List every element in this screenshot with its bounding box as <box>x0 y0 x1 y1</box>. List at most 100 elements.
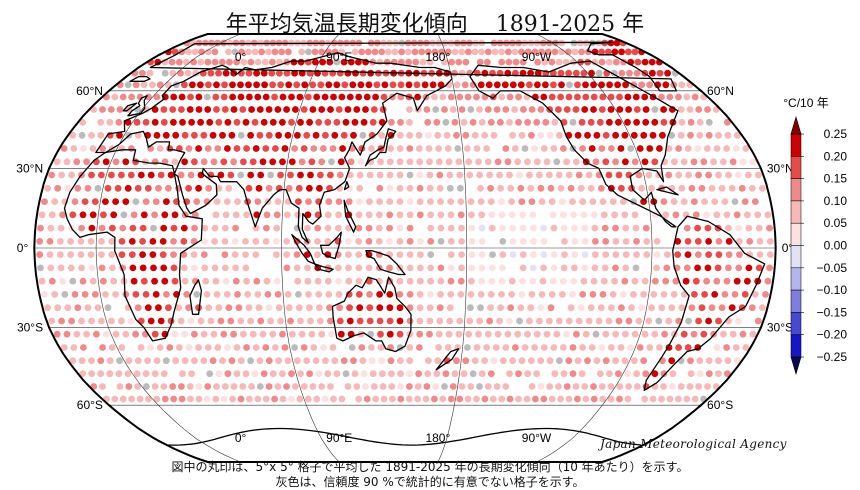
legend-tick-label: 0.20 <box>824 149 848 163</box>
lat-label-left: 30°S <box>17 321 43 335</box>
lat-label-right: 30°S <box>767 321 793 335</box>
trend-dot <box>88 317 95 325</box>
trend-dot <box>642 106 650 113</box>
trend-dot <box>435 145 442 152</box>
trend-dot <box>541 58 549 66</box>
trend-dot <box>467 106 475 113</box>
trend-dot <box>742 145 750 152</box>
trend-dot <box>451 48 459 56</box>
trend-dot <box>336 69 344 77</box>
trend-dot <box>416 277 424 285</box>
trend-dot <box>188 370 196 378</box>
trend-dot <box>307 171 314 179</box>
trend-dot <box>221 224 229 232</box>
trend-dot <box>295 304 303 312</box>
trend-dot <box>437 81 445 89</box>
trend-dot <box>447 277 455 285</box>
trend-dot <box>208 39 215 47</box>
trend-dot <box>467 304 474 312</box>
trend-dot <box>205 81 212 89</box>
trend-dot <box>483 145 490 152</box>
trend-dot <box>691 291 698 298</box>
trend-dot <box>218 58 226 66</box>
trend-dot <box>274 106 282 113</box>
trend-dot <box>416 317 424 325</box>
trend-dot <box>252 251 260 258</box>
legend-tick-label: 0.05 <box>824 216 848 230</box>
trend-dot <box>303 357 311 365</box>
trend-dot <box>630 357 638 365</box>
trend-dot <box>254 198 262 206</box>
trend-dot <box>530 238 537 245</box>
trend-dot <box>436 304 444 312</box>
trend-dot <box>254 58 262 66</box>
trend-dot <box>213 198 221 206</box>
trend-dot <box>638 81 646 89</box>
trend-dot <box>651 158 659 166</box>
trend-dot <box>627 344 634 351</box>
lon-label-bottom: 0° <box>235 431 247 445</box>
trend-dot <box>685 317 692 325</box>
trend-dot <box>300 383 308 390</box>
trend-dot <box>51 291 59 298</box>
trend-dot <box>672 211 680 219</box>
trend-dot <box>478 211 486 219</box>
trend-dot <box>298 330 306 338</box>
trend-dot <box>415 131 423 139</box>
trend-dot <box>324 118 332 126</box>
trend-dot <box>607 93 615 101</box>
trend-dot <box>183 58 190 66</box>
trend-dot <box>612 264 619 272</box>
trend-dot <box>570 211 578 219</box>
trend-dot <box>416 330 424 338</box>
trend-dot <box>646 344 654 351</box>
trend-dot <box>478 251 486 258</box>
trend-dot <box>427 264 435 272</box>
trend-dot <box>622 251 630 258</box>
trend-dot <box>617 145 625 152</box>
trend-dot <box>293 264 301 272</box>
trend-dot <box>259 330 267 338</box>
trend-dot <box>506 317 513 325</box>
trend-dot <box>287 171 294 179</box>
trend-dot <box>365 211 373 219</box>
trend-dot <box>265 357 273 365</box>
trend-dot <box>342 118 350 126</box>
trend-dot <box>575 171 583 179</box>
trend-dot <box>231 251 239 258</box>
trend-dot <box>598 81 605 89</box>
trend-dot <box>537 304 545 312</box>
trend-dot <box>448 58 455 66</box>
trend-dot <box>78 131 86 139</box>
trend-dot <box>631 48 639 56</box>
trend-dot <box>519 69 527 77</box>
trend-dot <box>517 304 525 312</box>
trend-dot <box>633 238 640 245</box>
trend-dot <box>263 224 270 232</box>
trend-dot <box>201 224 209 232</box>
trend-dot <box>129 264 137 272</box>
trend-dot <box>534 81 541 89</box>
trend-dot <box>627 145 634 152</box>
trend-dot <box>79 118 86 126</box>
trend-dot <box>64 184 72 192</box>
trend-dot <box>333 81 341 89</box>
trend-dot <box>504 330 512 338</box>
trend-dot <box>326 58 334 66</box>
trend-dot <box>151 370 159 378</box>
trend-dot <box>641 93 649 101</box>
trend-dot <box>683 224 691 232</box>
trend-dot <box>139 224 147 232</box>
trend-dot <box>581 251 589 258</box>
trend-dot <box>545 317 553 325</box>
trend-dot <box>749 330 757 338</box>
trend-dot <box>341 81 349 89</box>
trend-dot <box>708 184 716 192</box>
trend-dot <box>581 383 589 390</box>
trend-dot <box>177 171 185 179</box>
trend-dot <box>701 198 708 206</box>
trend-dot <box>41 291 48 298</box>
trend-dot <box>313 93 321 101</box>
trend-dot <box>118 317 125 325</box>
